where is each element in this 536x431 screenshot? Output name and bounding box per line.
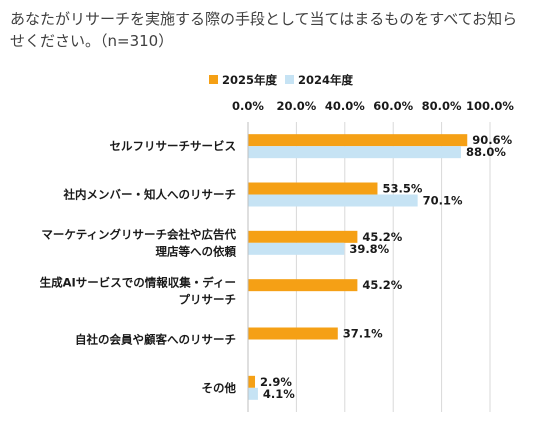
bar-2025: [248, 375, 256, 388]
bar-2025: [248, 134, 468, 147]
data-label: 37.1%: [343, 327, 383, 341]
data-label: 45.2%: [362, 278, 402, 292]
x-tick-label: 100.0%: [466, 99, 514, 113]
x-tick-label: 20.0%: [276, 99, 316, 113]
x-tick-label: 0.0%: [232, 99, 264, 113]
category-label: マーケティングリサーチ会社や広告代: [41, 227, 236, 241]
data-label: 4.1%: [263, 387, 295, 401]
category-label: 社内メンバー・知人へのリサーチ: [63, 188, 237, 202]
data-label: 2.9%: [260, 375, 292, 389]
category-label: 理店等への依頼: [156, 244, 237, 258]
legend-swatch-1: [209, 75, 218, 84]
data-label: 39.8%: [349, 242, 389, 256]
bar-2025: [248, 279, 358, 292]
category-label: 自社の会員や顧客へのリサーチ: [75, 333, 236, 347]
chart-title: あなたがリサーチを実施する際の手段として当てはまるものをすべてお知らせください。…: [10, 10, 518, 50]
data-label: 70.1%: [423, 194, 463, 208]
bar-2024: [248, 194, 418, 207]
bar-2025: [248, 327, 338, 340]
legend-label-2: 2024年度: [298, 73, 354, 87]
x-tick-label: 60.0%: [373, 99, 413, 113]
bar-2024: [248, 387, 258, 400]
bar-2024: [248, 242, 345, 255]
category-label: セルフリサーチサービス: [110, 139, 237, 153]
category-label: プリサーチ: [179, 293, 237, 307]
data-label: 53.5%: [382, 182, 422, 196]
legend-swatch-2: [285, 75, 294, 84]
category-label: その他: [202, 381, 237, 395]
data-label: 90.6%: [472, 133, 512, 147]
data-label: 45.2%: [362, 230, 402, 244]
x-tick-label: 40.0%: [325, 99, 365, 113]
bar-2024: [248, 146, 461, 159]
data-label: 88.0%: [466, 145, 506, 159]
bar-2025: [248, 182, 378, 195]
category-label: 生成AIサービスでの情報収集・ディー: [40, 276, 236, 290]
bar-2025: [248, 230, 358, 243]
x-tick-label: 80.0%: [422, 99, 462, 113]
legend-label-1: 2025年度: [222, 73, 278, 87]
